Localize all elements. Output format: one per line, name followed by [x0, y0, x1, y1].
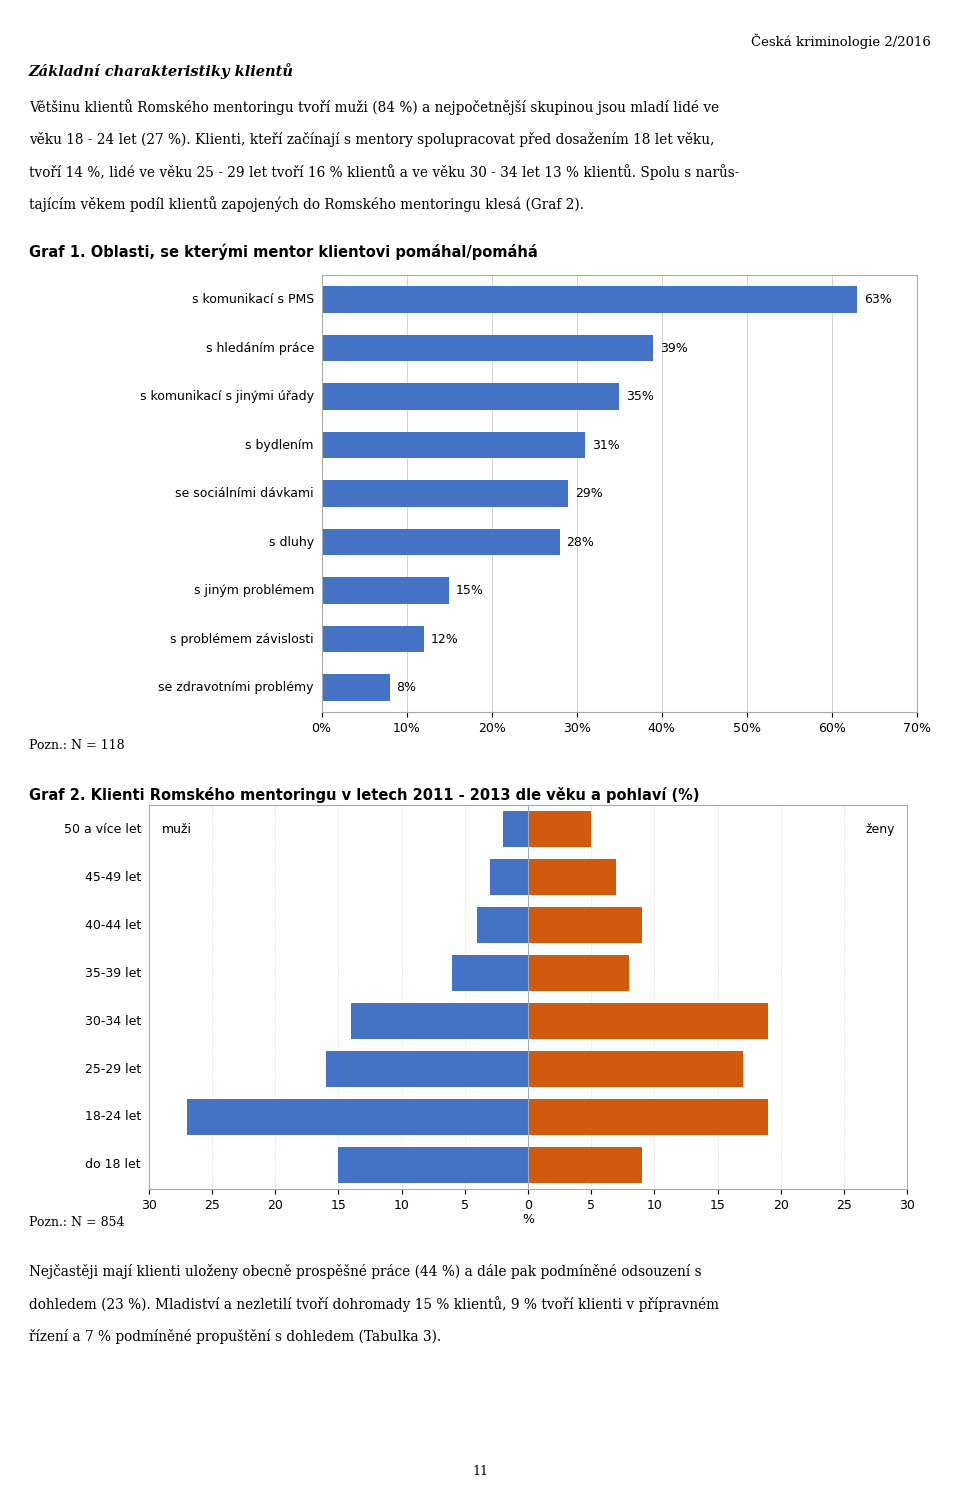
Text: s komunikací s PMS: s komunikací s PMS: [192, 293, 314, 306]
Text: 18-24 let: 18-24 let: [84, 1111, 141, 1124]
Text: 11: 11: [472, 1464, 488, 1478]
Text: ženy: ženy: [865, 823, 895, 835]
Text: Pozn.: N = 118: Pozn.: N = 118: [29, 739, 125, 752]
Text: s dluhy: s dluhy: [269, 536, 314, 549]
Bar: [322, 334, 653, 361]
Text: 28%: 28%: [566, 536, 594, 549]
Text: 40-44 let: 40-44 let: [84, 918, 141, 932]
Text: 30-34 let: 30-34 let: [84, 1014, 141, 1028]
Text: 35%: 35%: [626, 390, 654, 403]
Text: věku 18 - 24 let (27 %). Klienti, kteří začínají s mentory spolupracovat před do: věku 18 - 24 let (27 %). Klienti, kteří …: [29, 131, 714, 146]
Text: Pozn.: N = 854: Pozn.: N = 854: [29, 1216, 124, 1230]
Text: se sociálními dávkami: se sociálními dávkami: [176, 488, 314, 500]
Text: s jiným problémem: s jiným problémem: [194, 584, 314, 597]
Bar: [322, 384, 619, 409]
Bar: [322, 578, 449, 604]
Bar: [322, 432, 586, 459]
Text: Graf 2. Klienti Romského mentoringu v letech 2011 - 2013 dle věku a pohlaví (%): Graf 2. Klienti Romského mentoringu v le…: [29, 787, 699, 804]
Bar: [528, 908, 641, 944]
Text: 15%: 15%: [456, 584, 484, 597]
Text: Graf 1. Oblasti, se kterými mentor klientovi pomáhal/pomáhá: Graf 1. Oblasti, se kterými mentor klien…: [29, 244, 538, 260]
Text: se zdravotními problémy: se zdravotními problémy: [158, 682, 314, 694]
Bar: [528, 1099, 768, 1135]
Text: 63%: 63%: [864, 293, 892, 306]
X-axis label: %: %: [522, 1213, 534, 1227]
Text: do 18 let: do 18 let: [85, 1159, 141, 1171]
Text: s komunikací s jinými úřady: s komunikací s jinými úřady: [140, 390, 314, 403]
Bar: [338, 1147, 528, 1183]
Text: 50 a více let: 50 a více let: [63, 823, 141, 835]
Bar: [351, 1002, 528, 1038]
Bar: [186, 1099, 528, 1135]
Bar: [477, 908, 528, 944]
Text: dohledem (23 %). Mladiství a nezletilí tvoří dohromady 15 % klientů, 9 % tvoří k: dohledem (23 %). Mladiství a nezletilí t…: [29, 1297, 719, 1312]
Text: tvoří 14 %, lidé ve věku 25 - 29 let tvoří 16 % klientů a ve věku 30 - 34 let 13: tvoří 14 %, lidé ve věku 25 - 29 let tvo…: [29, 164, 739, 181]
Text: Česká kriminologie 2/2016: Česká kriminologie 2/2016: [752, 33, 931, 48]
Text: muži: muži: [161, 823, 191, 835]
Text: 31%: 31%: [592, 438, 620, 452]
Bar: [528, 956, 629, 992]
Bar: [322, 286, 857, 313]
Bar: [528, 859, 616, 895]
Text: 8%: 8%: [396, 682, 417, 694]
Text: 25-29 let: 25-29 let: [84, 1063, 141, 1076]
Bar: [528, 1050, 743, 1087]
Bar: [322, 626, 423, 653]
Bar: [452, 956, 528, 992]
Bar: [528, 1147, 641, 1183]
Bar: [528, 811, 591, 847]
Text: 45-49 let: 45-49 let: [84, 870, 141, 883]
Text: řízení a 7 % podmíněné propuštění s dohledem (Tabulka 3).: řízení a 7 % podmíněné propuštění s dohl…: [29, 1329, 441, 1344]
Text: 29%: 29%: [575, 488, 603, 500]
Bar: [322, 528, 560, 555]
Text: tajícím věkem podíl klientů zapojených do Romského mentoringu klesá (Graf 2).: tajícím věkem podíl klientů zapojených d…: [29, 196, 584, 212]
Text: Základní charakteristiky klientů: Základní charakteristiky klientů: [29, 63, 294, 80]
Bar: [528, 1002, 768, 1038]
Bar: [490, 859, 528, 895]
Bar: [503, 811, 528, 847]
Bar: [325, 1050, 528, 1087]
Text: s bydlením: s bydlením: [246, 438, 314, 452]
Bar: [322, 674, 390, 701]
Text: 35-39 let: 35-39 let: [84, 966, 141, 980]
Text: s problémem závislosti: s problémem závislosti: [170, 632, 314, 646]
Text: Nejčastěji mají klienti uloženy obecně prospěšné práce (44 %) a dále pak podmíně: Nejčastěji mají klienti uloženy obecně p…: [29, 1264, 702, 1279]
Bar: [322, 480, 568, 507]
Text: 39%: 39%: [660, 342, 687, 355]
Text: s hledáním práce: s hledáním práce: [205, 342, 314, 355]
Text: Většinu klientů Romského mentoringu tvoří muži (84 %) a nejpočetnější skupinou j: Většinu klientů Romského mentoringu tvoř…: [29, 99, 719, 116]
Text: 12%: 12%: [430, 632, 458, 646]
